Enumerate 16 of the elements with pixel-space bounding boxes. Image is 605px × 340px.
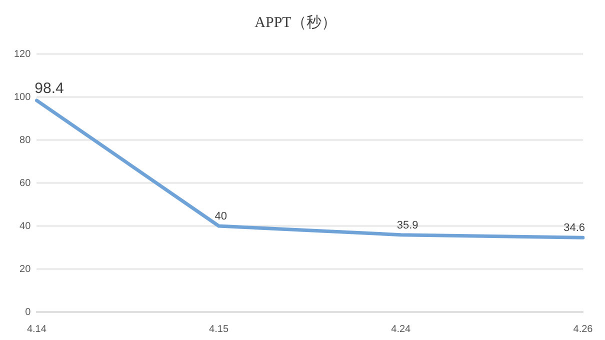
data-label: 35.9 bbox=[396, 219, 418, 232]
y-tick-label: 120 bbox=[14, 48, 32, 60]
y-tick-label: 0 bbox=[25, 306, 32, 318]
chart-title: APPT（秒） bbox=[254, 14, 336, 31]
y-tick-label: 40 bbox=[20, 220, 32, 232]
x-tick-label: 4.15 bbox=[209, 324, 229, 335]
x-tick-label: 4.26 bbox=[573, 324, 594, 335]
data-label: 40 bbox=[214, 210, 228, 223]
data-label: 98.4 bbox=[34, 80, 64, 98]
x-tick-label: 4.24 bbox=[391, 324, 412, 335]
y-tick-label: 100 bbox=[14, 92, 32, 103]
y-tick-label: 60 bbox=[20, 178, 32, 189]
y-tick-label: 20 bbox=[20, 264, 32, 275]
y-tick-label: 80 bbox=[20, 134, 32, 146]
data-label: 34.6 bbox=[564, 222, 585, 234]
x-tick-label: 4.14 bbox=[26, 324, 47, 335]
